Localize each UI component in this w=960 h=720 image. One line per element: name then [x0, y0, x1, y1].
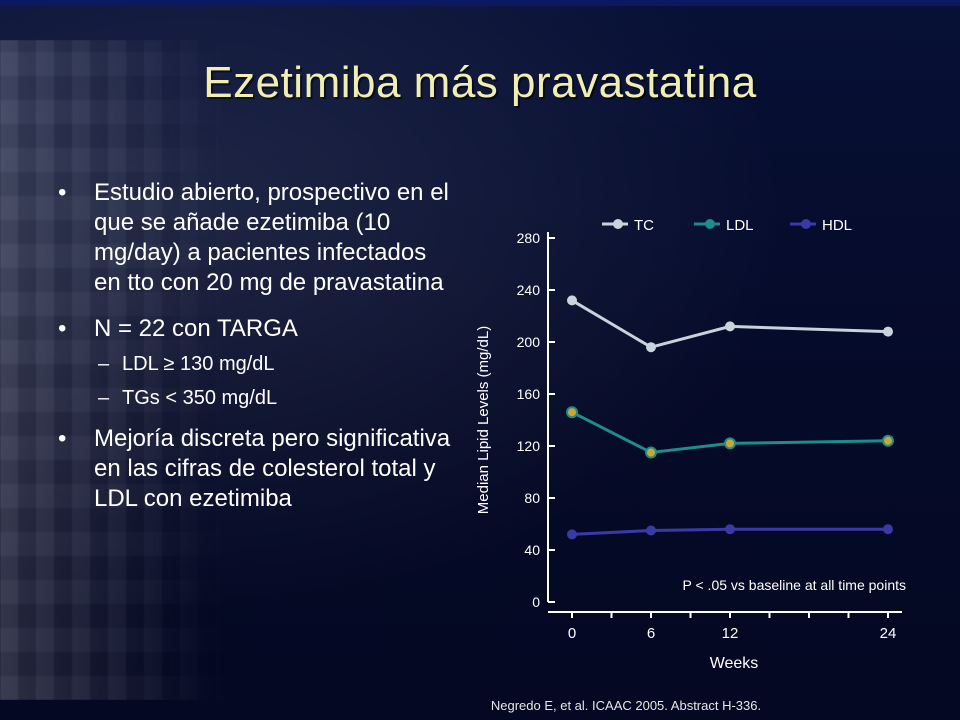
y-tick-label: 0	[532, 594, 540, 610]
sub-bullet-list: – LDL ≥ 130 mg/dL – TGs < 350 mg/dL	[52, 352, 452, 410]
bullet-text: Estudio abierto, prospectivo en el que s…	[94, 179, 449, 296]
data-point-tc	[725, 321, 735, 332]
data-point-tc	[883, 326, 893, 337]
data-point-tc	[646, 342, 656, 353]
data-point-hdl	[725, 524, 735, 535]
bullet-list: • Estudio abierto, prospectivo en el que…	[52, 178, 452, 530]
bullet-marker: •	[58, 425, 67, 452]
data-point-hdl	[883, 524, 893, 535]
citation: Negredo E, et al. ICAAC 2005. Abstract H…	[490, 698, 762, 713]
y-tick-label: 120	[517, 438, 541, 454]
bullet-item-study: • Estudio abierto, prospectivo en el que…	[52, 178, 452, 298]
sub-bullet-tgs: – TGs < 350 mg/dL	[52, 386, 452, 410]
legend-marker-ldl	[705, 219, 715, 229]
slide-top-bar	[0, 0, 960, 6]
sub-bullet-marker: –	[98, 353, 110, 375]
chart-axes: 0 40 80 120 160 200 240 280 0 6 12 24 Weeks Median Li…	[475, 230, 902, 672]
x-tick-label: 12	[722, 625, 739, 642]
series-line-hdl	[571, 527, 888, 536]
y-tick-label: 40	[524, 542, 540, 558]
legend-label-ldl: LDL	[726, 217, 754, 234]
x-tick-label: 24	[880, 625, 897, 642]
bullet-item-result: • Mejoría discreta pero significativa en…	[52, 424, 452, 514]
sub-bullet-text: TGs < 350 mg/dL	[122, 387, 278, 409]
series-line-tc	[571, 299, 889, 349]
sub-bullet-marker: –	[98, 387, 110, 409]
lipid-chart-svg: 0 40 80 120 160 200 240 280 0 6 12 24 Weeks Median Li…	[475, 217, 906, 672]
legend-marker-tc	[613, 219, 623, 229]
sub-bullet-ldl: – LDL ≥ 130 mg/dL	[52, 352, 452, 376]
y-tick-label: 280	[517, 230, 541, 246]
data-point-hdl	[567, 529, 577, 540]
bullet-marker: •	[58, 179, 67, 206]
data-point-ldl	[566, 406, 578, 419]
y-axis-label: Median Lipid Levels (mg/dL)	[475, 326, 492, 514]
x-tick-label: 0	[568, 625, 576, 642]
lipid-chart: 0 40 80 120 160 200 240 280 0 6 12 24 Weeks Median Li…	[460, 196, 940, 696]
chart-annotation: P < .05 vs baseline at all time points	[683, 577, 906, 593]
bullet-item-n: • N = 22 con TARGA	[52, 314, 452, 344]
chart-legend: TC LDL HDL	[602, 217, 852, 234]
data-point-ldl	[724, 437, 736, 450]
y-tick-label: 200	[517, 334, 541, 350]
x-tick-label: 6	[647, 625, 655, 642]
background-photo-building	[0, 40, 230, 700]
y-tick-label: 160	[517, 386, 541, 402]
data-point-ldl	[882, 434, 894, 447]
y-tick-label: 80	[524, 490, 540, 506]
data-point-hdl	[646, 525, 656, 536]
legend-label-tc: TC	[634, 217, 654, 234]
legend-marker-hdl	[801, 219, 811, 229]
y-tick-label: 240	[517, 282, 541, 298]
data-point-ldl	[645, 446, 657, 459]
data-point-tc	[567, 295, 577, 306]
bullet-text: N = 22 con TARGA	[94, 315, 298, 342]
bullet-text: Mejoría discreta pero significativa en l…	[94, 425, 451, 512]
sub-bullet-text: LDL ≥ 130 mg/dL	[122, 353, 275, 375]
slide-title: Ezetimiba más pravastatina	[203, 58, 757, 107]
chart-series	[566, 295, 894, 540]
bullet-marker: •	[58, 315, 67, 342]
series-line-ldl	[571, 410, 889, 455]
legend-label-hdl: HDL	[822, 217, 852, 234]
x-axis-label: Weeks	[710, 655, 759, 672]
